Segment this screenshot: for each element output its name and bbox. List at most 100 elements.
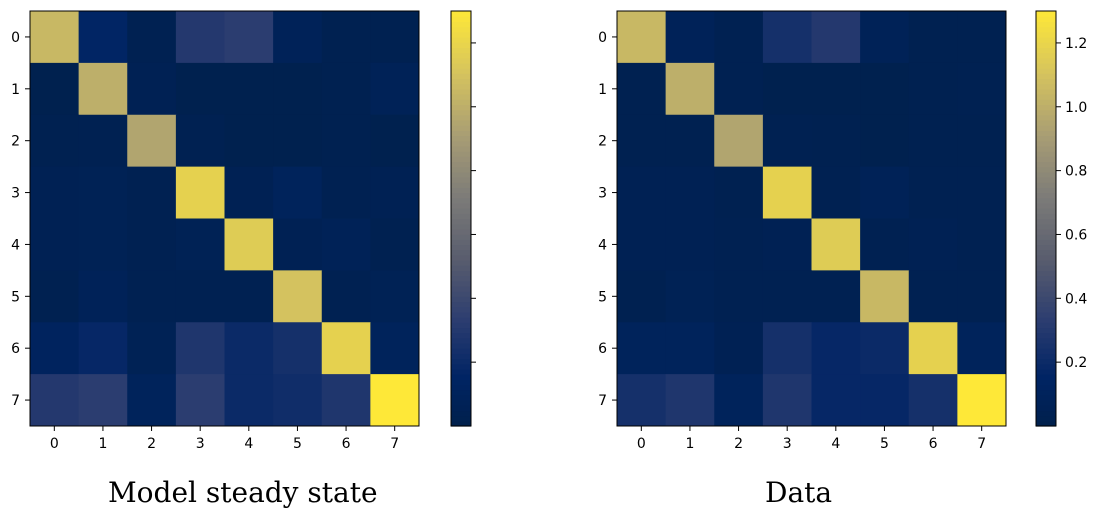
heatmap-cell xyxy=(127,11,177,64)
heatmap-cell xyxy=(811,374,861,427)
heatmap-cell xyxy=(127,322,177,375)
colorbar-segment xyxy=(1036,306,1056,313)
heatmap-cell xyxy=(175,218,225,271)
heatmap-cell xyxy=(273,114,323,168)
heatmap-cell xyxy=(127,218,177,271)
colorbar-segment xyxy=(451,83,471,90)
colorbar-segment xyxy=(451,265,471,271)
heatmap-cell xyxy=(273,322,323,375)
colorbar-tick-label: 1.0 xyxy=(1065,100,1087,116)
colorbar-segment xyxy=(451,234,471,240)
heatmap-cell xyxy=(762,114,812,168)
heatmap-cell xyxy=(30,11,80,64)
heatmap-cell xyxy=(273,62,323,116)
heatmap-cell xyxy=(370,270,420,323)
colorbar-segment xyxy=(451,31,471,38)
heatmap-cell xyxy=(127,374,177,427)
heatmap-cell xyxy=(957,114,1007,168)
colorbar-segment xyxy=(1036,21,1056,28)
colorbar-segment xyxy=(1036,410,1056,417)
colorbar-segment xyxy=(451,322,471,329)
heatmap-cell xyxy=(860,62,910,116)
heatmap-cell xyxy=(321,322,371,375)
colorbar-segment xyxy=(1036,291,1056,297)
colorbar-segment xyxy=(451,182,471,188)
heatmap-cell xyxy=(714,322,764,375)
colorbar-segment xyxy=(1036,311,1056,318)
colorbar-segment xyxy=(1036,379,1056,386)
colorbar-segment xyxy=(451,317,471,323)
colorbar-segment xyxy=(1036,151,1056,157)
heatmap-cell xyxy=(665,270,715,323)
heatmap-cell xyxy=(957,374,1007,427)
heatmap-cell xyxy=(957,322,1007,375)
colorbar-segment xyxy=(451,218,471,225)
heatmap-cell xyxy=(321,374,371,427)
heatmap-cell xyxy=(762,270,812,323)
heatmap-cell xyxy=(78,114,128,168)
colorbar-segment xyxy=(451,78,471,85)
colorbar-segment xyxy=(451,135,471,142)
heatmap-cell xyxy=(224,166,274,219)
colorbar-tick-label: 1.2 xyxy=(1065,36,1087,52)
colorbar-segment xyxy=(1036,285,1056,292)
colorbar-segment xyxy=(451,311,471,318)
heatmap-cell xyxy=(811,114,861,168)
heatmap-cell xyxy=(908,62,958,116)
y-tick-label: 0 xyxy=(598,30,607,46)
heatmap-cell xyxy=(78,166,128,219)
heatmap-cell xyxy=(224,322,274,375)
colorbar-segment xyxy=(451,228,471,235)
colorbar-segment xyxy=(451,68,471,74)
x-tick-label: 2 xyxy=(734,436,743,452)
colorbar-segment xyxy=(1036,389,1056,396)
heatmap-frame xyxy=(29,10,420,427)
heatmap-cell xyxy=(370,218,420,271)
heatmap-cell xyxy=(30,218,80,271)
colorbar-segment xyxy=(451,285,471,292)
colorbar-segment xyxy=(1036,52,1056,59)
colorbar-segment xyxy=(451,156,471,163)
colorbar-segment xyxy=(451,125,471,131)
heatmap-cell xyxy=(665,166,715,219)
y-tick-label: 1 xyxy=(11,82,20,98)
colorbar-segment xyxy=(1036,171,1056,178)
colorbar-segment xyxy=(451,394,471,401)
colorbar-segment xyxy=(1036,156,1056,163)
heatmap-cell xyxy=(811,62,861,116)
heatmap-cell xyxy=(714,218,764,271)
heatmap-cell xyxy=(908,11,958,64)
heatmap-cell xyxy=(321,62,371,116)
colorbar-segment xyxy=(451,114,471,121)
heatmap-cell xyxy=(617,374,667,427)
colorbar-segment xyxy=(1036,400,1056,406)
heatmap-cell xyxy=(860,218,910,271)
colorbar-segment xyxy=(451,280,471,287)
y-tick-label: 4 xyxy=(11,237,20,253)
colorbar-segment xyxy=(451,197,471,204)
heatmap-cell xyxy=(78,270,128,323)
colorbar-segment xyxy=(451,52,471,59)
colorbar-segment xyxy=(451,306,471,313)
colorbar-segment xyxy=(1036,228,1056,235)
x-tick-label: 5 xyxy=(293,436,302,452)
colorbar-frame xyxy=(1035,10,1057,427)
colorbar-segment xyxy=(1036,88,1056,95)
colorbar-segment xyxy=(1036,140,1056,147)
heatmap-cell xyxy=(78,374,128,427)
colorbar-segment xyxy=(451,166,471,173)
colorbar-segment xyxy=(1036,234,1056,240)
colorbar-segment xyxy=(1036,384,1056,391)
colorbar-segment xyxy=(451,405,471,412)
heatmap-cell xyxy=(127,166,177,219)
heatmap-cell xyxy=(762,11,812,64)
colorbar-segment xyxy=(451,177,471,183)
colorbar-segment xyxy=(1036,78,1056,85)
colorbar-segment xyxy=(451,187,471,194)
y-tick-label: 6 xyxy=(598,341,607,357)
colorbar-segment xyxy=(1036,47,1056,54)
x-tick-label: 7 xyxy=(977,436,986,452)
heatmap-cell xyxy=(321,166,371,219)
colorbar-segment xyxy=(1036,265,1056,271)
y-tick-label: 3 xyxy=(598,186,607,202)
